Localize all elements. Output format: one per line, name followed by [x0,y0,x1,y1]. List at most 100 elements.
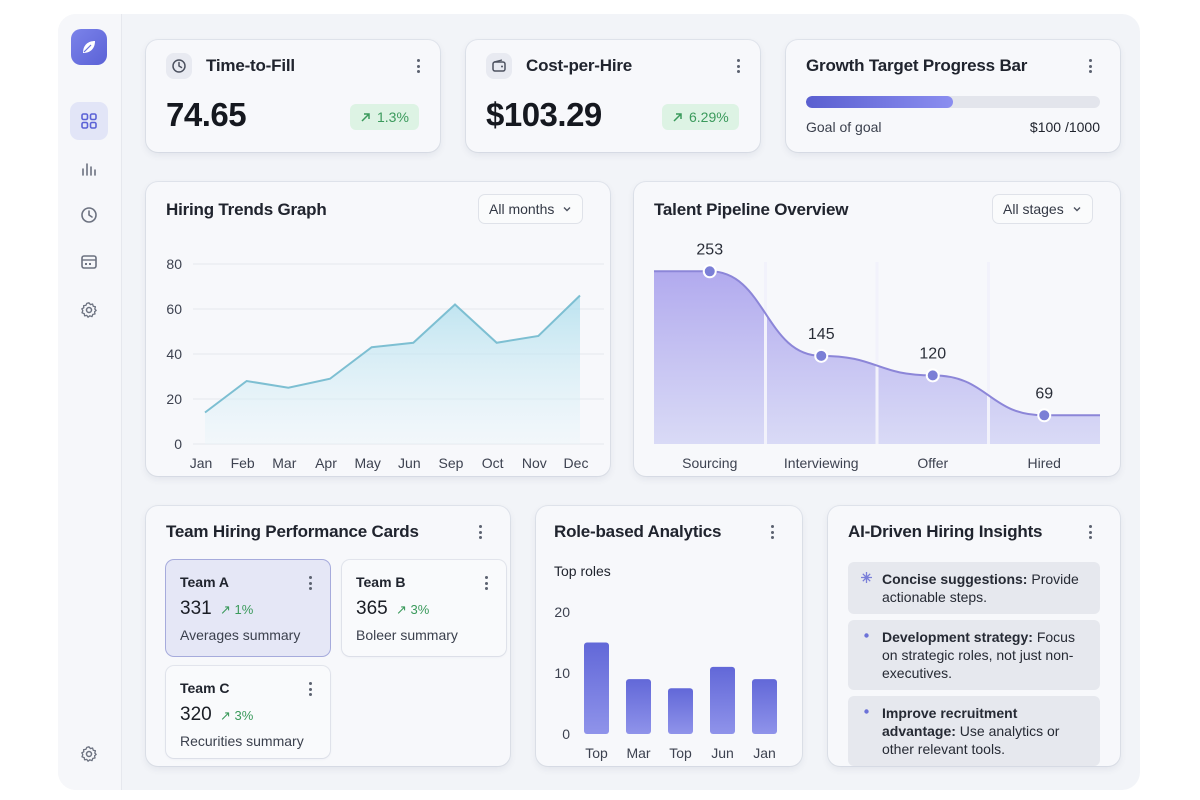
team-value: 365 [356,598,388,619]
leaf-icon [83,41,95,53]
role-analytics-card: Role-based Analytics Top roles 0 10 20 Top M… [536,506,802,766]
insight-item[interactable]: Improve recruitment advantage: Use analy… [848,696,1100,766]
ai-insights-card: AI-Driven Hiring Insights Concise sugges… [828,506,1120,766]
chevron-down-icon [1073,207,1081,212]
more-options-button[interactable] [302,680,318,698]
change-value: 6.29% [689,109,729,125]
hiring-trends-card: Hiring Trends Graph All months 0 20 40 60 80… [146,182,610,476]
more-options-button[interactable] [478,574,494,592]
card-title: Growth Target Progress Bar [806,56,1028,75]
stage-value-label: 69 [1035,385,1053,402]
team-change: ↗ 1% [220,602,254,617]
change-value: 1.3% [377,109,409,125]
nav-preferences[interactable] [70,735,108,773]
kpi-title: Cost-per-Hire [526,56,633,75]
bar [668,688,693,734]
x-tick-label: May [354,455,380,471]
bar [584,642,609,734]
stage-label: Interviewing [784,455,859,471]
team-performance-card: Team Hiring Performance Cards Team A 331… [146,506,510,766]
wallet-icon [486,53,512,79]
kpi-value: 74.65 [166,96,247,133]
nav-history[interactable] [70,196,108,234]
stage-value-label: 253 [696,241,723,258]
app-logo[interactable] [71,29,107,65]
more-options-button[interactable] [472,523,488,541]
stage-point [702,264,717,279]
talent-pipeline-chart: 253 Sourcing 145 Interviewing 120 Offer 69 Hire… [654,241,1100,471]
team-card-b[interactable]: Team B 365 ↗ 3% Boleer summary [342,560,506,656]
insight-item[interactable]: Concise suggestions: Provide actionable … [848,562,1100,614]
hiring-trends-chart: 0 20 40 60 80 Jan Feb Mar Apr May Jun Sep Oct Nov Dec [166,256,604,471]
team-summary: Averages summary [180,627,301,643]
dropdown-value: All stages [1003,201,1064,217]
x-tick-label: Top [585,745,608,761]
x-tick-label: Mar [272,455,296,471]
nav-dashboard[interactable] [70,102,108,140]
stage-label: Hired [1028,455,1061,471]
x-tick-label: Feb [231,455,255,471]
sidebar [58,14,122,790]
card-title: Role-based Analytics [554,522,722,541]
team-value: 320 [180,704,212,725]
kpi-card-time-to-fill: Time-to-Fill 74.65 1.3% [146,40,440,152]
dropdown-value: All months [489,201,555,217]
insight-item[interactable]: Development strategy: Focus on strategic… [848,620,1100,690]
more-options-button[interactable] [302,574,318,592]
pipeline-line [654,270,1100,417]
nav-analytics[interactable] [70,150,108,188]
insight-text: Provide actionable steps. [882,571,1079,605]
y-tick-label: 0 [174,436,182,452]
series-area [205,295,580,444]
chart-subtitle: Top roles [554,563,611,579]
team-summary: Recurities summary [180,733,304,749]
talent-pipeline-card: Talent Pipeline Overview All stages 253 S… [634,182,1120,476]
x-tick-label: Jan [190,455,213,471]
kpi-value: $103.29 [486,96,602,133]
team-change: ↗ 3% [220,708,254,723]
change-badge: 6.29% [662,104,739,130]
growth-target-card: Growth Target Progress Bar Goal of goal … [786,40,1120,152]
dashboard-frame: Time-to-Fill 74.65 1.3% Cost-per-Hire $1… [58,14,1140,790]
stage-label: Offer [917,455,948,471]
series-line [204,294,581,414]
more-options-button[interactable] [730,57,746,75]
more-options-button[interactable] [1082,57,1098,75]
x-tick-label: Jun [398,455,421,471]
y-tick-label: 10 [554,665,570,681]
more-options-button[interactable] [1082,523,1098,541]
insight-heading: Improve recruitment advantage: [882,705,1018,739]
card-title: Hiring Trends Graph [166,200,327,219]
gear-icon [81,746,97,762]
team-card-a[interactable]: Team A 331 ↗ 1% Averages summary [166,560,330,656]
nav-settings[interactable] [70,291,108,329]
y-tick-label: 80 [166,256,182,272]
month-filter-dropdown[interactable]: All months [478,194,584,224]
more-options-button[interactable] [764,523,780,541]
x-tick-label: Top [669,745,692,761]
team-summary: Boleer summary [356,627,458,643]
card-title: Talent Pipeline Overview [654,200,849,219]
bar [626,679,651,734]
stage-filter-dropdown[interactable]: All stages [992,194,1093,224]
kpi-card-cost-per-hire: Cost-per-Hire $103.29 6.29% [466,40,760,152]
bar [752,679,777,734]
card-title: AI-Driven Hiring Insights [848,522,1043,541]
progress-fill [806,96,953,108]
clock-icon [166,53,192,79]
nav-calendar[interactable] [70,243,108,281]
change-badge: 1.3% [350,104,419,130]
stage-label: Sourcing [682,455,737,471]
x-tick-label: Apr [315,455,337,471]
team-name: Team C [180,680,230,696]
more-options-button[interactable] [410,57,426,75]
x-tick-label: Jun [711,745,734,761]
insight-text: Use analytics or other relevant tools. [882,723,1060,757]
team-card-c[interactable]: Team C 320 ↗ 3% Recurities summary [166,666,330,758]
chevron-down-icon [563,207,571,212]
stage-point [814,348,829,363]
x-tick-label: Jan [753,745,776,761]
stage-value-label: 120 [919,345,946,362]
team-change-value: 3% [234,708,254,723]
progress-label: Goal of goal [806,119,882,135]
